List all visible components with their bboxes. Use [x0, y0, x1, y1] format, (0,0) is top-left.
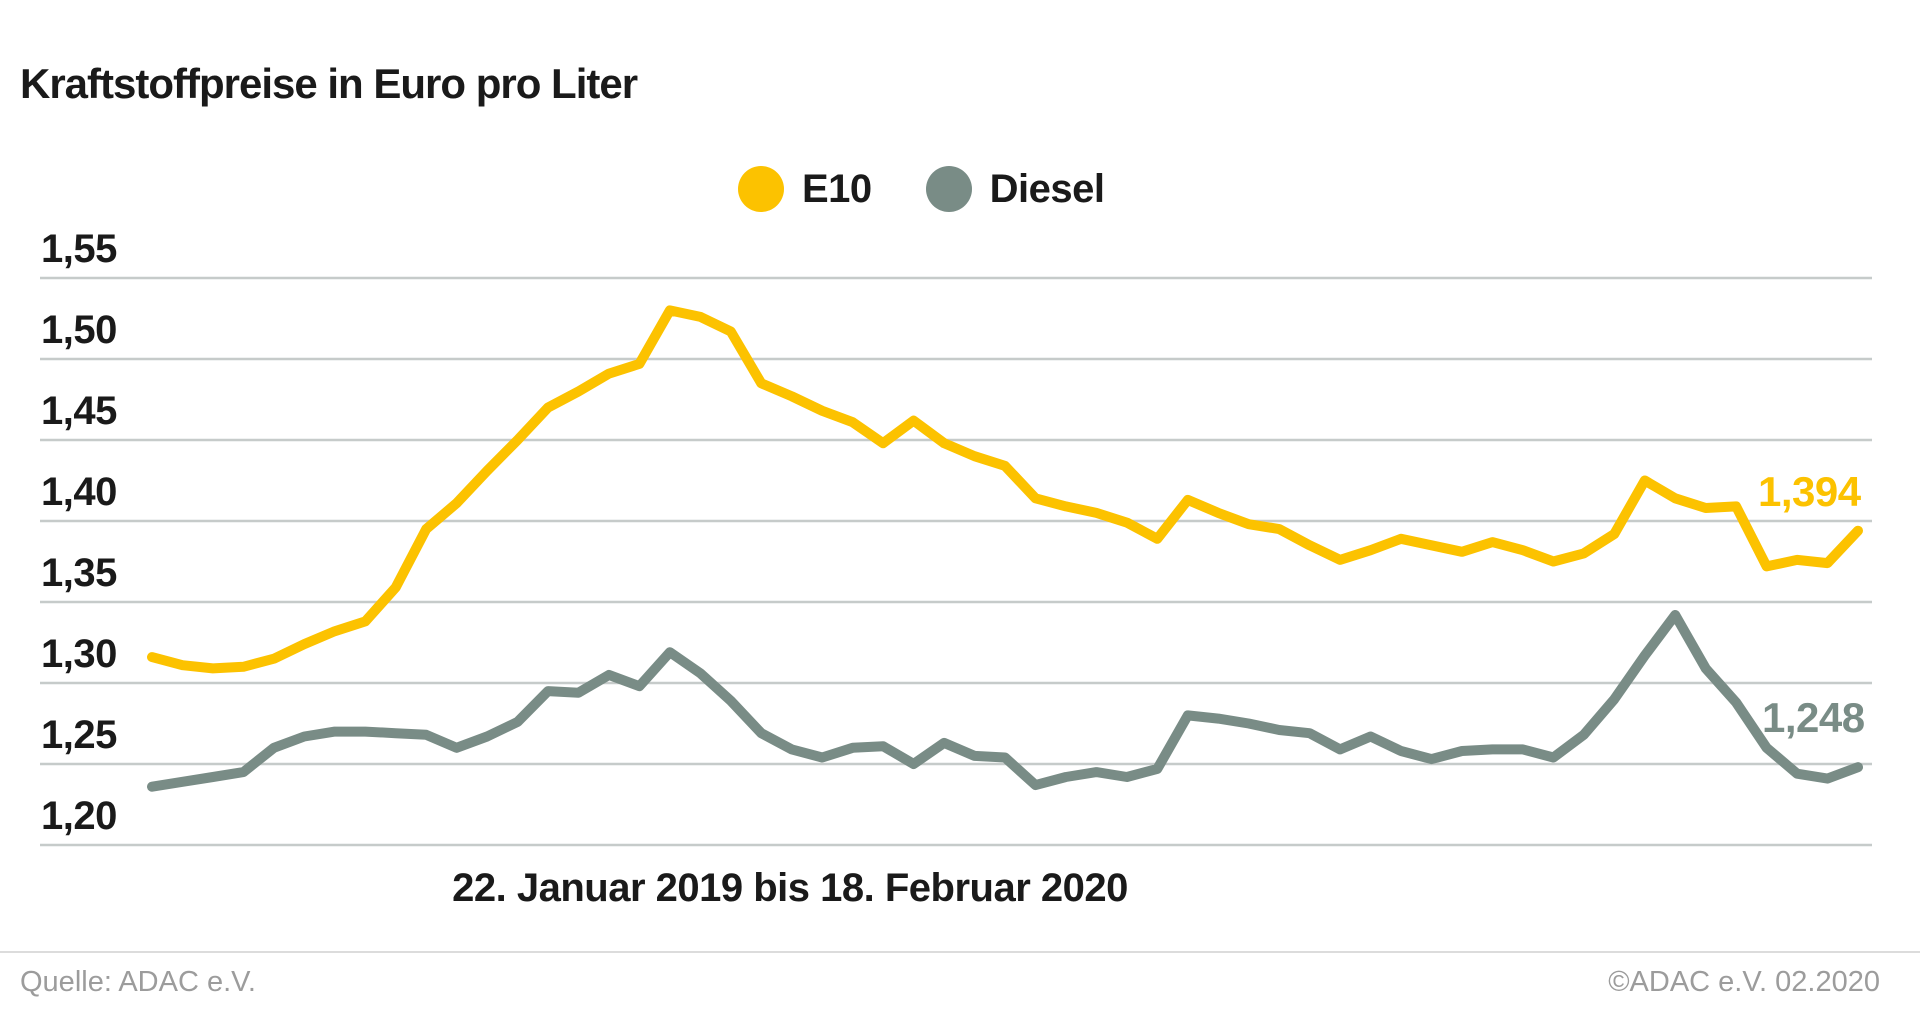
y-tick-label: 1,45 [41, 389, 117, 433]
y-tick-label: 1,55 [41, 227, 117, 271]
legend-label-diesel: Diesel [989, 166, 1105, 211]
x-axis-caption: 22. Januar 2019 bis 18. Februar 2020 [452, 866, 1128, 910]
y-tick-label: 1,25 [41, 713, 117, 757]
chart-legend: E10 Diesel [738, 166, 1105, 212]
y-tick-label: 1,35 [41, 551, 117, 595]
legend-dot-diesel-icon [925, 166, 972, 212]
y-tick-label: 1,30 [41, 632, 117, 676]
y-tick-label: 1,50 [41, 308, 117, 352]
footer-divider [0, 951, 1920, 953]
e10-line-series [147, 305, 1863, 674]
copyright-credit: ©ADAC e.V. 02.2020 [1608, 966, 1880, 998]
gridlines [40, 276, 1872, 847]
source-credit: Quelle: ADAC e.V. [20, 966, 256, 998]
legend-label-e10: E10 [802, 166, 872, 211]
diesel-line-series [147, 610, 1863, 792]
y-tick-label: 1,20 [41, 794, 117, 838]
diesel-end-value-label: 1,248 [1762, 694, 1865, 741]
y-tick-label: 1,40 [41, 470, 117, 514]
e10-end-value-label: 1,394 [1758, 468, 1861, 515]
legend-dot-e10-icon [738, 166, 784, 212]
page-title: Kraftstoffpreise in Euro pro Liter [20, 60, 638, 107]
